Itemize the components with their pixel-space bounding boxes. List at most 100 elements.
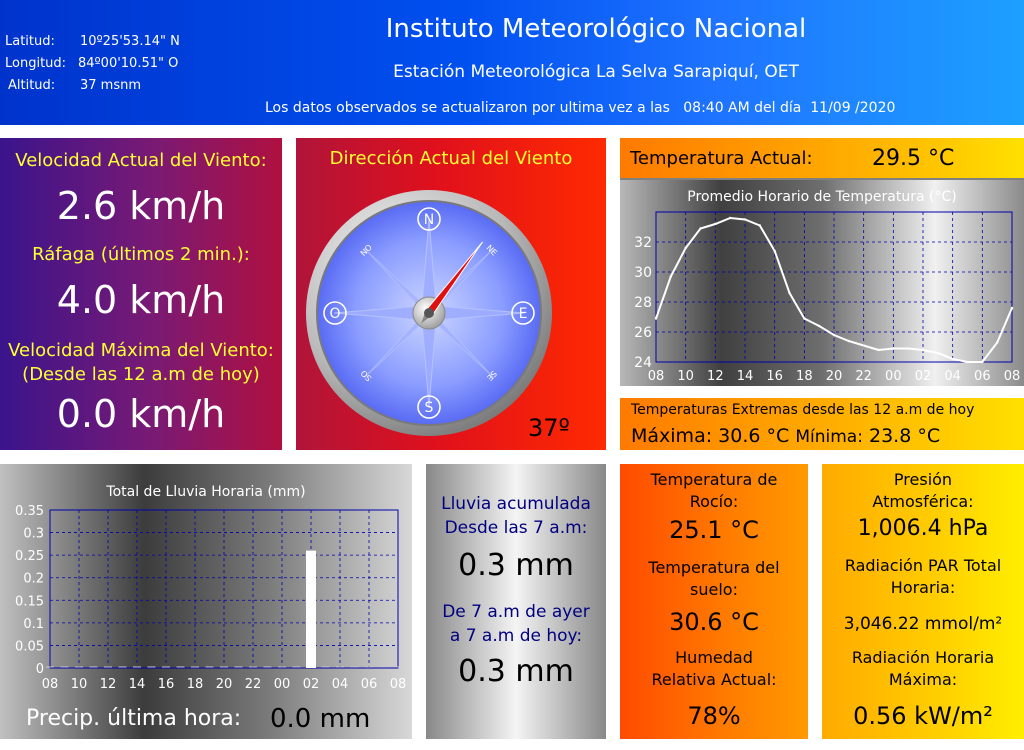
temp-x-tick: 12 (707, 369, 724, 384)
temp-y-tick: 28 (634, 295, 652, 311)
temp-data-point (995, 341, 999, 344)
temp-data-point (936, 351, 940, 355)
temperature-chart: Promedio Horario de Temperatura (°C) 24 2… (634, 189, 1021, 384)
temp-y-tick: 30 (634, 265, 652, 281)
par-label-b: Horaria: (890, 578, 956, 597)
rain-y-tick: 0.2 (23, 572, 44, 587)
extremes-values: Máxima: 30.6 °C Mínima: 23.8 °C (631, 425, 940, 447)
rain-accum-label-2a: De 7 a.m de ayer (442, 602, 590, 622)
temperature-header: Temperatura Actual: 29.5 °C (620, 138, 1024, 178)
par-label-a: Radiación PAR Total (844, 556, 1002, 575)
temp-data-point (654, 317, 658, 320)
temperature-extremes-panel: Temperaturas Extremas desde las 12 a.m d… (620, 398, 1024, 450)
rain-y-tick: 0.25 (15, 549, 44, 564)
precip-label: Precip. última hora: (26, 706, 242, 731)
temp-data-point (877, 348, 880, 352)
update-time: 08:40 AM del día (683, 100, 802, 116)
south-marker (417, 395, 441, 419)
rain-x-tick: 10 (71, 677, 88, 692)
direction-degrees: 37º (528, 414, 570, 442)
direction-label: Dirección Actual del Viento (329, 148, 573, 169)
temp-data-point (832, 333, 836, 337)
rain-x-tick: 02 (303, 677, 320, 692)
temp-x-tick: 06 (974, 369, 991, 384)
temp-x-tick: 10 (677, 369, 694, 384)
temp-data-point (669, 275, 673, 278)
temp-x-tick: 20 (826, 369, 843, 384)
rain-accum-label-2b: a 7 a.m de hoy: (449, 626, 583, 646)
extremes-max-label: Máxima: (631, 425, 713, 447)
cardinal-n: N (424, 212, 434, 228)
temp-data-point (714, 222, 717, 226)
precip-value: 0.0 mm (270, 704, 371, 734)
dew-value: 25.1 °C (669, 516, 759, 544)
rain-y-tick: 0.1 (23, 617, 44, 632)
rain-accum-label-1a: Lluvia acumulada (441, 494, 591, 514)
temp-data-point (1010, 306, 1014, 310)
temperature-chart-area: Promedio Horario de Temperatura (°C) 24 2… (620, 180, 1024, 386)
temp-y-tick: 24 (634, 355, 652, 371)
temp-data-point (803, 317, 806, 320)
temp-x-tick: 00 (885, 369, 902, 384)
temp-data-point (773, 249, 776, 253)
wind-gust-label: Ráfaga (últimos 2 min.): (32, 244, 250, 265)
temp-data-point (699, 227, 702, 230)
rain-x-tick: 20 (216, 677, 233, 692)
temp-y-tick: 32 (634, 235, 652, 251)
temp-data-point (906, 347, 910, 350)
temp-x-tick: 18 (796, 369, 813, 384)
update-date: 11/09 /2020 (810, 100, 896, 116)
extremes-min-value: 23.8 °C (868, 425, 941, 447)
header-banner: Latitud: 10º25'53.14" N Longitud: 84º00'… (0, 0, 1024, 125)
rain-x-tick: 04 (332, 677, 349, 692)
temp-data-point (921, 348, 925, 352)
soil-value: 30.6 °C (669, 608, 759, 636)
rain-x-tick: 14 (129, 677, 146, 692)
station-subtitle: Estación Meteorológica La Selva Sarapiqu… (393, 62, 799, 82)
temp-data-point (862, 344, 865, 347)
extremes-max-value: 30.6 °C (718, 425, 790, 447)
temp-data-point (817, 324, 821, 328)
soil-label-a: Temperatura del (648, 558, 780, 577)
dew-label-a: Temperatura de (650, 470, 778, 489)
rain-accum-value-2: 0.3 mm (458, 654, 574, 689)
compass-rose (333, 217, 525, 409)
rain-chart-title: Total de Lluvia Horaria (mm) (105, 484, 305, 500)
humidity-label-b: Relativa Actual: (651, 670, 777, 689)
temperature-value: 29.5 °C (872, 146, 955, 171)
wind-max-value: 0.0 km/h (56, 392, 226, 436)
rain-accumulated-panel: Lluvia acumulada Desde las 7 a.m: 0.3 mm… (426, 464, 606, 739)
rain-panel: Total de Lluvia Horaria (mm) 0 0.05 0.1 0.1… (0, 464, 412, 739)
radiation-label-b: Máxima: (888, 670, 958, 689)
rain-y-tick: 0.35 (15, 504, 44, 519)
temperature-chart-title: Promedio Horario de Temperatura (°C) (687, 189, 956, 205)
wind-max-sublabel: (Desde las 12 a.m de hoy) (22, 364, 260, 385)
rain-x-tick: 16 (158, 677, 175, 692)
pressure-label-a: Presión (893, 470, 953, 489)
rain-accum-label-1b: Desde las 7 a.m: (444, 518, 588, 538)
temp-data-point (788, 291, 791, 295)
temp-x-tick: 14 (737, 369, 754, 384)
temperature-panel: Temperatura Actual: 29.5 °C Promedio Hor… (620, 138, 1024, 386)
rain-y-tick: 0.15 (15, 594, 44, 609)
temp-data-point (951, 357, 954, 361)
rain-x-tick: 00 (274, 677, 291, 692)
needle-pivot (424, 308, 434, 318)
temp-x-tick: 08 (648, 369, 665, 384)
rain-bar (306, 550, 316, 668)
rain-y-tick: 0.05 (15, 639, 44, 654)
north-marker (417, 207, 441, 231)
temp-data-point (966, 360, 969, 364)
altitude-label: Altitud: (8, 78, 56, 93)
rain-accum-value-1: 0.3 mm (458, 548, 574, 583)
page-title: Instituto Meteorológico Nacional (385, 14, 807, 44)
temp-data-point (892, 347, 895, 350)
temp-x-tick: 16 (766, 369, 783, 384)
soil-label-b: suelo: (690, 580, 738, 599)
cardinal-e: E (519, 306, 528, 322)
temp-x-tick: 08 (1004, 369, 1021, 384)
cardinal-s: S (425, 400, 434, 416)
temp-data-point (743, 218, 747, 221)
dew-soil-humidity-panel: Temperatura de Rocío: 25.1 °C Temperatur… (620, 464, 808, 739)
extremes-label: Temperaturas Extremas desde las 12 a.m d… (631, 402, 975, 418)
